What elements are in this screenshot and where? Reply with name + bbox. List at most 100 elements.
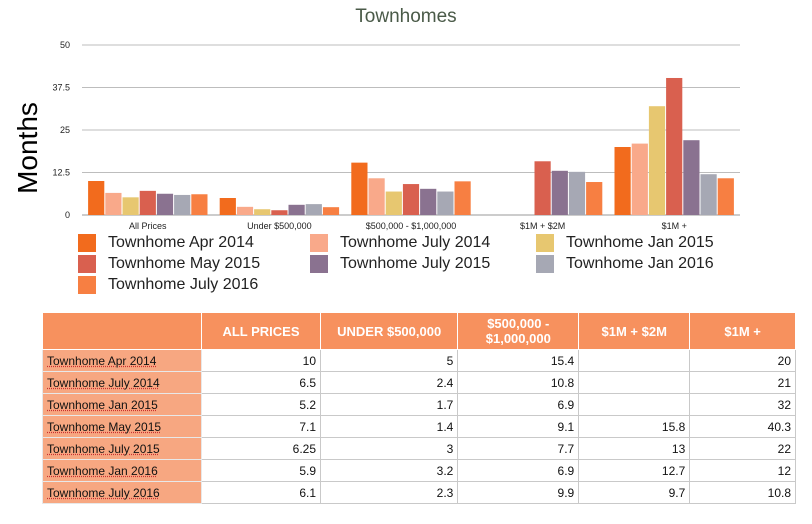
table-cell: 7.1 bbox=[201, 415, 321, 438]
table-cell: 7.7 bbox=[457, 437, 580, 460]
table-cell: 12 bbox=[689, 459, 796, 482]
x-tick-label: All Prices bbox=[129, 221, 167, 231]
table-cell: 21 bbox=[689, 371, 796, 394]
legend-item: Townhome Apr 2014 bbox=[78, 233, 254, 253]
table-cell: 3.2 bbox=[319, 459, 459, 482]
bar bbox=[437, 191, 454, 215]
bar bbox=[683, 140, 700, 215]
bar bbox=[648, 106, 666, 215]
table-cell: 10.8 bbox=[689, 481, 796, 504]
bar bbox=[614, 147, 631, 215]
bar bbox=[586, 182, 603, 215]
legend-label: Townhome Jan 2015 bbox=[566, 234, 714, 251]
table-cell: 6.5 bbox=[201, 371, 321, 394]
table-row: Townhome May 2015 7.1 1.4 9.1 15.8 40.3 bbox=[41, 415, 796, 438]
legend-label: Townhome Jan 2016 bbox=[566, 255, 714, 272]
legend-label: Townhome July 2014 bbox=[340, 234, 491, 251]
y-tick-label: 37.5 bbox=[52, 83, 70, 93]
table-cell: 15.8 bbox=[578, 415, 691, 438]
table-row-label: Townhome July 2014 bbox=[41, 371, 203, 394]
table-row-label: Townhome July 2016 bbox=[41, 481, 203, 504]
y-tick-label: 0 bbox=[65, 210, 70, 220]
table-cell: 5.2 bbox=[201, 393, 321, 416]
bar bbox=[191, 194, 208, 215]
bar bbox=[288, 204, 305, 215]
bar bbox=[420, 188, 437, 215]
bar bbox=[454, 181, 471, 215]
table-column-header: $1M + bbox=[689, 312, 796, 350]
table-column-header: $1M + $2M bbox=[578, 312, 691, 350]
table-cell: 6.25 bbox=[201, 437, 321, 460]
bar bbox=[551, 170, 568, 215]
table-row: Townhome July 2016 6.1 2.3 9.9 9.7 10.8 bbox=[41, 481, 796, 504]
legend-swatch bbox=[78, 234, 96, 252]
chart-title: Townhomes bbox=[355, 6, 457, 27]
x-tick-label: $1M + $2M bbox=[520, 221, 565, 231]
legend-swatch bbox=[78, 276, 96, 294]
bar-chart: 0 12.5 25 37.5 50 All Prices Under $500,000 $5… bbox=[52, 40, 740, 231]
table-cell: 9.1 bbox=[457, 415, 580, 438]
table-cell: 15.4 bbox=[457, 349, 580, 372]
legend-label: Townhome Apr 2014 bbox=[108, 234, 254, 251]
bar bbox=[717, 178, 734, 215]
legend-swatch bbox=[310, 234, 328, 252]
table-row-label: Townhome May 2015 bbox=[41, 415, 203, 438]
legend-label: Townhome July 2015 bbox=[340, 255, 491, 272]
y-tick-label: 50 bbox=[60, 40, 70, 50]
table-row-label: Townhome Apr 2014 bbox=[41, 349, 203, 372]
table-row: Townhome Jan 2016 5.9 3.2 6.9 12.7 12 bbox=[41, 459, 796, 482]
table-cell: 9.7 bbox=[578, 481, 691, 504]
table-cell bbox=[578, 371, 691, 394]
table-row-label: Townhome July 2015 bbox=[41, 437, 203, 460]
legend-item: Townhome July 2014 bbox=[310, 233, 490, 253]
data-table: ALL PRICES UNDER $500,000 $500,000 - $1,00… bbox=[41, 312, 796, 504]
bar bbox=[322, 207, 340, 215]
table-cell: 40.3 bbox=[689, 415, 796, 438]
table-cell: 2.3 bbox=[319, 481, 459, 504]
legend-item: Townhome July 2016 bbox=[78, 275, 258, 295]
table-cell: 10 bbox=[201, 349, 321, 372]
bar bbox=[88, 181, 105, 215]
bar bbox=[534, 161, 551, 215]
legend-item: Townhome Jan 2015 bbox=[536, 233, 714, 253]
bar bbox=[174, 194, 191, 215]
bar bbox=[254, 209, 271, 215]
table-cell: 5.9 bbox=[201, 459, 321, 482]
x-tick-label: Under $500,000 bbox=[247, 221, 312, 231]
table-cell: 32 bbox=[689, 393, 796, 416]
bar bbox=[122, 197, 139, 215]
table-cell: 1.4 bbox=[319, 415, 459, 438]
table-cell: 3 bbox=[319, 437, 459, 460]
table-row: Townhome July 2015 6.25 3 7.7 13 22 bbox=[41, 437, 796, 460]
bar bbox=[351, 162, 368, 215]
bar bbox=[385, 191, 402, 215]
bar bbox=[402, 184, 420, 215]
table-cell: 13 bbox=[578, 437, 691, 460]
table-row-label: Townhome Jan 2015 bbox=[41, 393, 203, 416]
bar bbox=[700, 174, 717, 215]
table-column-header: ALL PRICES bbox=[201, 312, 321, 350]
bar bbox=[139, 190, 156, 215]
legend-label: Townhome May 2015 bbox=[108, 255, 261, 272]
legend-item: Townhome Jan 2016 bbox=[536, 254, 714, 274]
bar bbox=[368, 178, 385, 215]
table-cell: 5 bbox=[319, 349, 459, 372]
legend-item: Townhome July 2015 bbox=[310, 254, 490, 274]
bar bbox=[568, 171, 586, 215]
legend-swatch bbox=[310, 255, 328, 273]
x-tick-label: $500,000 - $1,000,000 bbox=[366, 221, 457, 231]
bar bbox=[305, 204, 322, 215]
table-row: Townhome Jan 2015 5.2 1.7 6.9 32 bbox=[41, 393, 796, 416]
chart-legend: Townhome Apr 2014 Townhome July 2014 Townh… bbox=[78, 233, 798, 295]
legend-swatch bbox=[536, 255, 554, 273]
table-cell: 20 bbox=[689, 349, 796, 372]
bar bbox=[631, 143, 648, 215]
table-cell: 1.7 bbox=[319, 393, 459, 416]
bar bbox=[156, 193, 174, 215]
legend-swatch bbox=[536, 234, 554, 252]
bar bbox=[236, 206, 254, 215]
table-corner-header bbox=[41, 312, 203, 350]
legend-item: Townhome May 2015 bbox=[78, 254, 260, 274]
table-cell: 2.4 bbox=[319, 371, 459, 394]
bar bbox=[219, 198, 236, 215]
